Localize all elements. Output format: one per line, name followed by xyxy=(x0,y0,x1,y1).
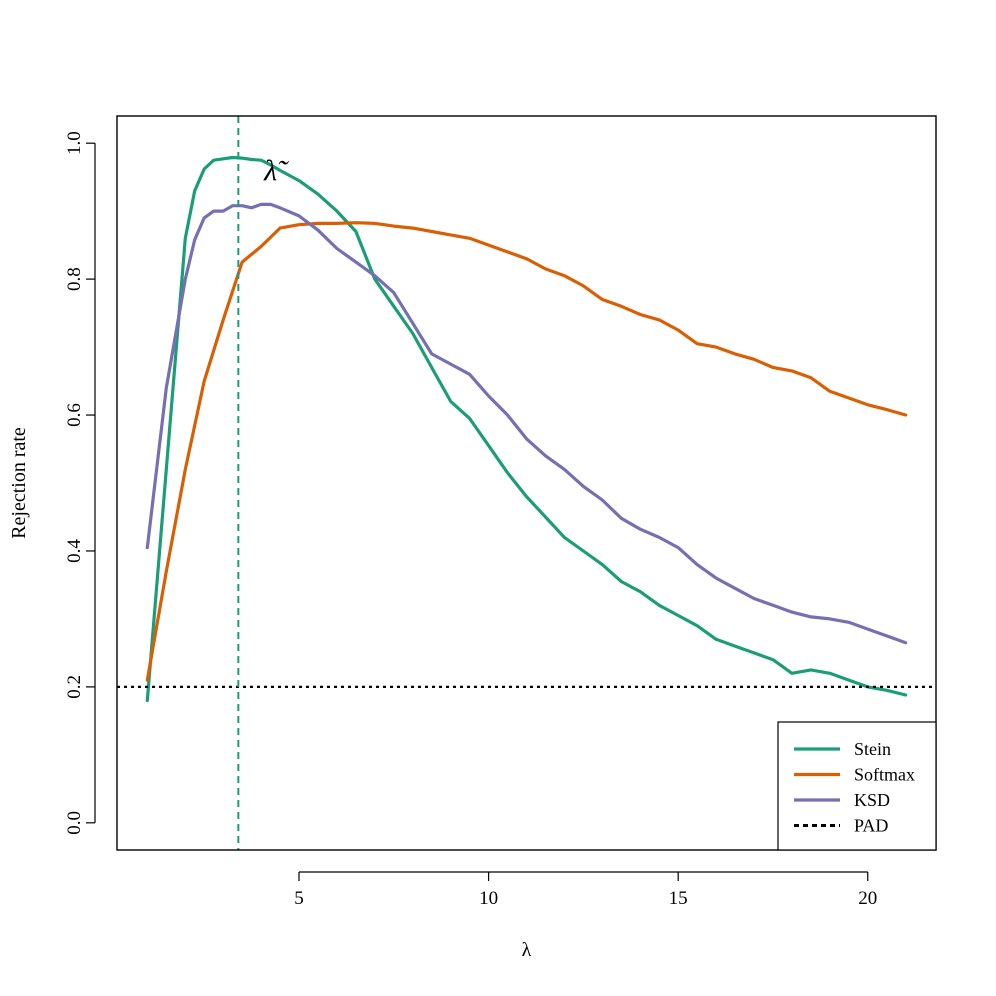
legend-box xyxy=(777,721,937,851)
series-line-softmax xyxy=(145,221,908,682)
legend: Stein Softmax KSD PAD xyxy=(777,721,937,851)
y-tick-label: 0.6 xyxy=(64,403,85,427)
y-tick-label: 0.8 xyxy=(64,267,85,291)
series-line-stein xyxy=(145,155,908,703)
x-tick-label: 10 xyxy=(479,888,498,909)
y-tick-label: 0.2 xyxy=(64,675,85,699)
y-tick-label: 0.4 xyxy=(64,539,85,563)
x-tick-label: 5 xyxy=(294,888,304,909)
plot-frame xyxy=(116,115,937,851)
legend-label-ksd: KSD xyxy=(854,790,890,810)
x-tick-label: 20 xyxy=(858,888,877,909)
x-axis-title: λ xyxy=(522,939,532,961)
legend-label-stein: Stein xyxy=(854,739,891,759)
y-axis-title: Rejection rate xyxy=(8,427,30,539)
x-tick-label: 15 xyxy=(669,888,688,909)
series-group xyxy=(117,116,936,850)
series-line-ksd xyxy=(145,202,908,645)
y-tick-label: 0.0 xyxy=(64,811,85,835)
y-tick-label: 1.0 xyxy=(64,131,85,155)
axes: 5 10 15 20 0.0 0.2 0.4 0.6 0.8 1.0 λ Rejection rate xyxy=(8,115,937,961)
lambda-tilde-annotation: λ̃ xyxy=(263,155,289,188)
plot-area: λ̃ xyxy=(117,116,936,850)
legend-label-softmax: Softmax xyxy=(854,765,915,785)
legend-label-pad: PAD xyxy=(854,816,888,836)
